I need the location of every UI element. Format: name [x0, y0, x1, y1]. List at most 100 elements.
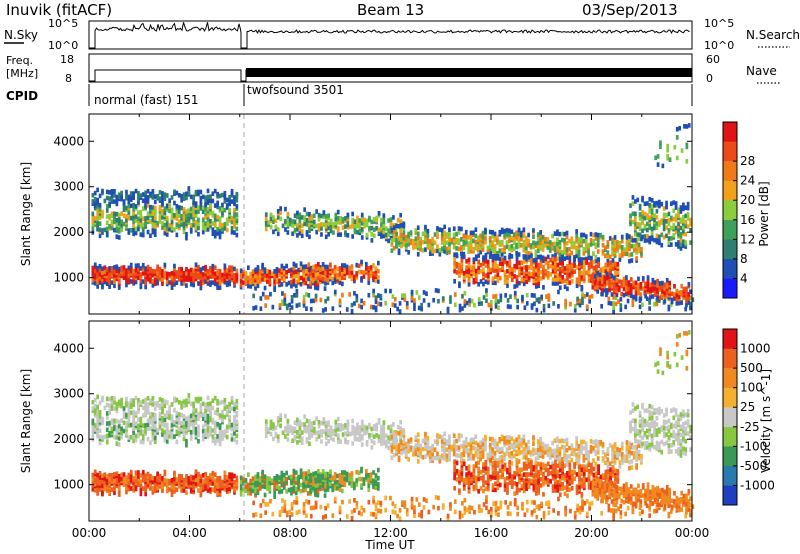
velocity-cell: [154, 413, 157, 418]
power-cell: [545, 294, 548, 299]
power-cell: [680, 218, 683, 223]
power-cell: [472, 239, 475, 244]
colorbar-tick-label: 24: [740, 174, 755, 188]
power-cell: [535, 241, 538, 246]
velocity-cell: [192, 475, 195, 480]
power-cell: [578, 237, 581, 242]
velocity-cell: [190, 489, 193, 494]
velocity-cell: [288, 488, 291, 493]
power-cell: [466, 301, 469, 306]
power-cell: [590, 242, 593, 247]
velocity-cell: [247, 483, 250, 488]
velocity-cell: [168, 434, 171, 439]
power-cell: [185, 192, 188, 197]
power-cell: [506, 261, 509, 266]
power-cell: [347, 213, 350, 218]
power-cell: [204, 202, 207, 207]
power-cell: [259, 279, 262, 284]
power-cell: [142, 233, 145, 238]
power-cell: [355, 271, 358, 276]
power-cell: [260, 296, 263, 301]
velocity-cell: [361, 420, 364, 425]
power-cell: [356, 220, 359, 225]
power-cell: [221, 211, 224, 216]
power-cell: [557, 281, 560, 286]
power-cell: [578, 253, 581, 258]
velocity-cell: [285, 471, 288, 476]
velocity-cell: [137, 398, 140, 403]
power-cell: [513, 284, 516, 289]
power-cell: [684, 214, 687, 219]
power-cell: [375, 266, 378, 271]
power-cell: [363, 301, 366, 306]
power-cell: [294, 213, 297, 218]
power-cell: [144, 285, 147, 290]
power-cell: [240, 283, 243, 288]
velocity-cell: [207, 402, 210, 407]
velocity-cell: [173, 485, 176, 490]
power-cell: [604, 276, 607, 281]
power-cell: [602, 243, 605, 248]
power-cell: [130, 263, 133, 268]
power-cell: [689, 306, 692, 311]
power-cell: [427, 239, 430, 244]
velocity-cell: [322, 483, 325, 488]
power-cell: [142, 216, 145, 221]
velocity-cell: [200, 474, 203, 479]
power-cell: [360, 305, 363, 310]
velocity-cell: [231, 406, 234, 411]
velocity-cell: [236, 476, 239, 481]
power-cell: [378, 211, 381, 216]
velocity-cell: [308, 429, 311, 434]
power-cell: [287, 212, 290, 217]
velocity-cell: [166, 479, 169, 484]
power-cell: [516, 261, 519, 266]
velocity-cell: [219, 430, 222, 435]
power-cell: [120, 266, 123, 271]
velocity-cell: [200, 403, 203, 408]
velocity-cell: [197, 397, 200, 402]
power-cell: [539, 234, 542, 239]
velocity-cell: [207, 414, 210, 419]
power-cell: [642, 276, 645, 281]
power-cell: [415, 236, 418, 241]
power-cell: [508, 233, 511, 238]
power-cell: [666, 282, 669, 287]
power-cell: [371, 232, 374, 237]
power-cell: [561, 238, 564, 243]
power-cell: [315, 230, 318, 235]
power-cell: [278, 268, 281, 273]
power-cell: [173, 189, 176, 194]
power-cell: [413, 298, 416, 303]
power-cell: [673, 284, 676, 289]
velocity-cell: [310, 478, 313, 483]
velocity-cell: [300, 468, 303, 473]
power-cell: [308, 226, 311, 231]
power-cell: [657, 154, 660, 159]
velocity-cell: [156, 486, 159, 491]
velocity-cell: [166, 439, 169, 444]
power-cell: [467, 235, 470, 240]
power-cell: [116, 199, 119, 204]
power-cell: [614, 243, 617, 248]
power-cell: [152, 283, 155, 288]
power-cell: [681, 148, 684, 153]
power-cell: [192, 268, 195, 273]
power-cell: [521, 295, 524, 300]
power-cell: [501, 261, 504, 266]
velocity-cell: [104, 435, 107, 440]
power-cell: [99, 194, 102, 199]
power-cell: [566, 272, 569, 277]
power-cell: [499, 268, 502, 273]
power-cell: [279, 210, 282, 215]
power-cell: [668, 212, 671, 217]
power-cell: [675, 230, 678, 235]
power-cell: [132, 269, 135, 274]
power-cell: [602, 266, 605, 271]
power-cell: [216, 231, 219, 236]
velocity-cell: [300, 483, 303, 488]
power-cell: [387, 218, 390, 223]
power-cell: [632, 295, 635, 300]
power-cell: [366, 219, 369, 224]
velocity-cell: [152, 396, 155, 401]
